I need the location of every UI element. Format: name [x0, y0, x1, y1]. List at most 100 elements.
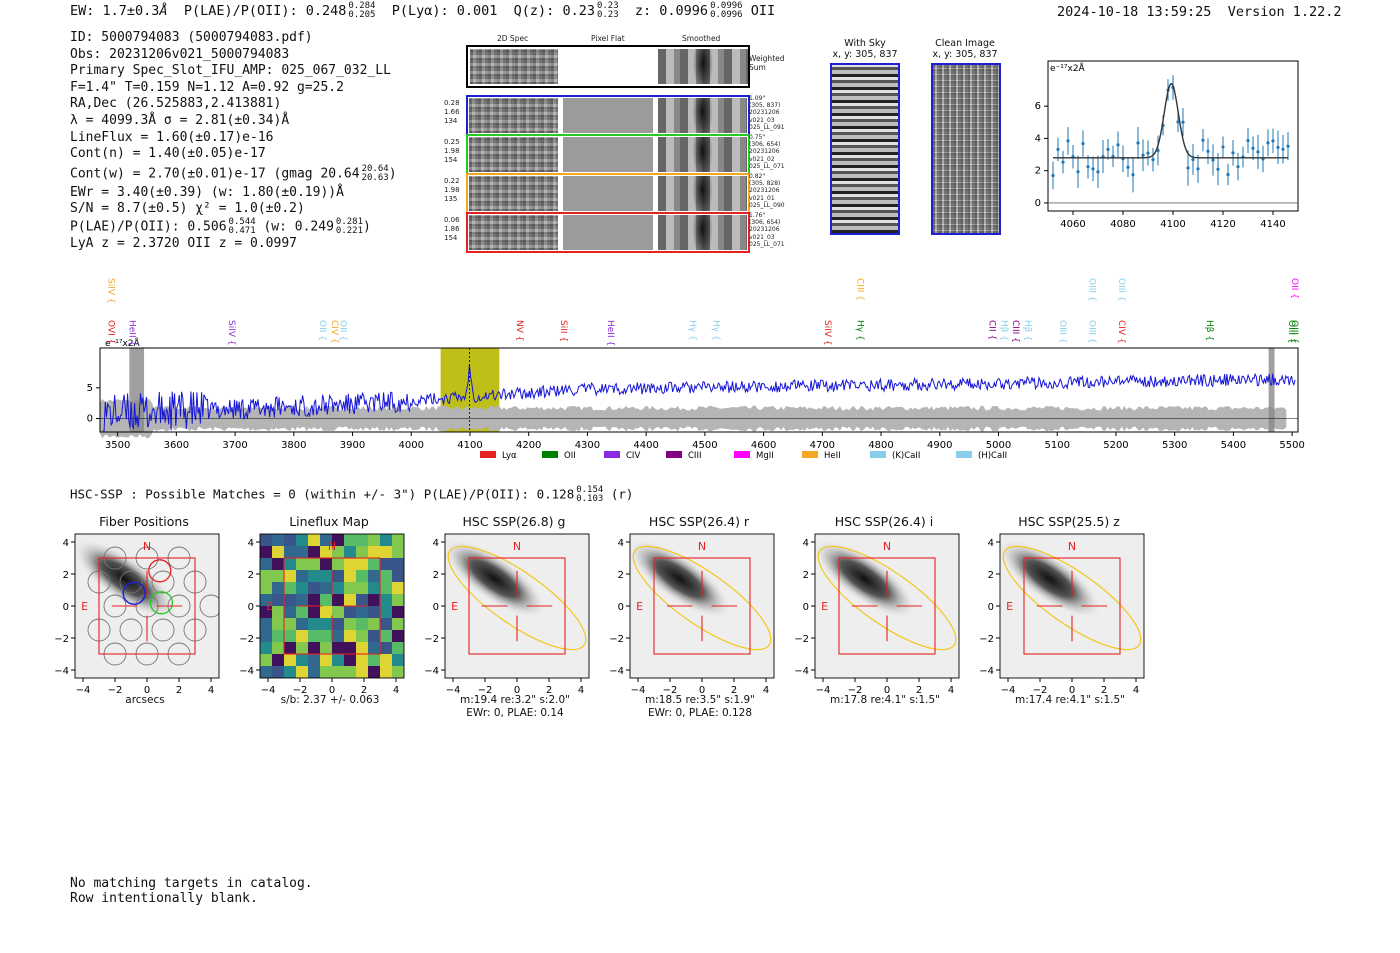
lineflux-pixel [380, 630, 392, 642]
lineflux-pixel [308, 618, 320, 630]
lineflux-pixel [392, 546, 404, 558]
row-2dspec [469, 137, 558, 172]
y-tick-label: −2 [794, 634, 809, 645]
lineflux-pixel [356, 570, 368, 582]
x-tick-label: 0 [329, 685, 335, 696]
x-tick-label: 0 [1069, 685, 1075, 696]
zoom-data-point [1251, 146, 1255, 150]
spectral-line-label: Hγ { [687, 320, 697, 341]
lineflux-pixel [272, 654, 284, 666]
cutout-panel: 2D Spec Pixel Flat Smoothed Weighted Sum… [440, 34, 790, 256]
y-tick-label: 4 [63, 538, 69, 549]
zoom-data-point [1086, 165, 1090, 169]
legend-swatch [802, 451, 818, 458]
legend-label: OII [564, 451, 576, 461]
info-lyaz: LyA z = 2.3720 OII z = 0.0997 [70, 236, 297, 252]
legend-swatch [666, 451, 682, 458]
x-tick-label: 2 [731, 685, 737, 696]
y-tick-label: −2 [54, 634, 69, 645]
spectral-line-label-text: OIII { [1057, 320, 1067, 344]
lineflux-pixel [260, 630, 272, 642]
fiber-circle [119, 618, 143, 642]
y-tick-label: 4 [248, 538, 254, 549]
info-ewr: EWr = 3.40(±0.39) (w: 1.80(±0.19))Å [70, 184, 344, 200]
x-tick-label: 2 [916, 685, 922, 696]
zoom-data-point [1136, 141, 1140, 145]
full-spectrum-plot: e⁻¹⁷x2Å 3500 3600 3700 3800 3900 4000 4100 4200 4… [87, 278, 1305, 461]
x-tick-label: 4 [1133, 685, 1139, 696]
qz-lo: 0.23 [596, 10, 619, 20]
x-tick-label: −4 [76, 685, 91, 696]
zoom-data-point [1231, 151, 1235, 155]
y-tick-label: 4 [618, 538, 624, 549]
spectrum-line [102, 364, 1296, 432]
spectral-line-label-text: CIV { [329, 320, 339, 344]
y-tick-label: −2 [239, 634, 254, 645]
lineflux-pixel [260, 594, 272, 606]
zoom-x-tick-label: 4140 [1260, 219, 1285, 230]
row-right-value: 025_LL_071 [749, 240, 785, 248]
row-right-value: (306, 654) [749, 141, 781, 149]
zoom-y-tick-label: 6 [1035, 101, 1041, 112]
spectrum-x-tick-label: 4300 [575, 440, 600, 451]
lineflux-pixel [272, 618, 284, 630]
lineflux-pixel [368, 546, 380, 558]
plae-label: P(LAE)/P(OII): 0.248 [183, 3, 347, 19]
lineflux-pixel [368, 570, 380, 582]
lineflux-pixel [392, 606, 404, 618]
spectral-line-label-text: OIII { [1286, 320, 1296, 344]
weighted-sum-row [466, 45, 750, 88]
zoom-y-tick-label: 0 [1035, 198, 1041, 209]
hsc-panel-image: N E −4 −2 0 2 4 4 2 0 −2 −4 [424, 533, 590, 696]
lineflux-pixel [320, 666, 332, 678]
spectral-line-label-text: OII { [1289, 278, 1299, 299]
hsc-panel-title: HSC SSP(25.5) z [1018, 514, 1120, 529]
row-right-value: 20231206 [749, 187, 780, 195]
spectral-line-label: CII { [987, 320, 997, 340]
lineflux-pixel [368, 594, 380, 606]
spectral-line-label-text: SiIV { [226, 320, 236, 346]
legend-swatch [870, 451, 886, 458]
z-line: OII [750, 3, 776, 19]
east-label: E [636, 600, 643, 613]
weighted-smoothed [658, 49, 748, 84]
spectral-line-label: Hβ { [1022, 320, 1032, 341]
lineflux-pixel [284, 630, 296, 642]
spectrum-x-tick-label: 4500 [692, 440, 717, 451]
info-sn: S/N = 8.7(±0.5) χ² = 1.0(±0.2) [70, 201, 305, 217]
clean-image-title: Clean Image x, y: 305, 837 [932, 38, 998, 60]
row-left-value: 0.25 [444, 138, 460, 146]
row-left-values: 0.06 1.86 154 [444, 216, 466, 243]
lineflux-pixel [284, 570, 296, 582]
spectral-line-label-text: OIII { [1086, 278, 1096, 302]
lineflux-pixel [308, 642, 320, 654]
header-bar: EW: 1.7±0.3Å P(LAE)/P(OII): 0.248 0.284 0.… [70, 2, 775, 20]
x-tick-label: 4 [578, 685, 584, 696]
ew-unit: Å [159, 3, 168, 19]
row-left-value: 1.86 [444, 225, 460, 233]
aperture-ellipse [817, 545, 957, 651]
x-tick-label: −4 [261, 685, 276, 696]
lineflux-pixel [320, 570, 332, 582]
lineflux-pixel [308, 558, 320, 570]
lineflux-pixel [368, 642, 380, 654]
lineflux-pixel [380, 534, 392, 546]
y-tick-label: −4 [979, 666, 994, 677]
hsc-panel: HSC SSP(26.8) g N E −4 −2 0 2 4 4 2 0 −2 −4 m:19.4 re… [420, 512, 600, 727]
search-box [653, 557, 751, 655]
lineflux-pixel [380, 582, 392, 594]
spectrum-x-tick-label: 4000 [399, 440, 424, 451]
cutout-row [466, 95, 750, 136]
lineflux-pixel [272, 558, 284, 570]
lineflux-pixel [356, 582, 368, 594]
x-tick-label: 4 [948, 685, 954, 696]
hsc-panel-image: N E −4 −2 0 2 4 4 2 0 −2 −4 [54, 533, 220, 696]
lineflux-pixel [356, 558, 368, 570]
row-left-value: 154 [444, 156, 458, 164]
spectral-line-label: CIII { [854, 278, 864, 301]
lineflux-pixel [260, 546, 272, 558]
legend-swatch [956, 451, 972, 458]
hsc-panel: HSC SSP(26.4) i N E −4 −2 0 2 4 4 2 0 −2 −4 m:17.8 re… [790, 512, 970, 727]
spectral-line-label-text: CIV { [1116, 320, 1126, 344]
timestamp-version: 2024-10-18 13:59:25 Version 1.22.2 [1057, 4, 1342, 20]
